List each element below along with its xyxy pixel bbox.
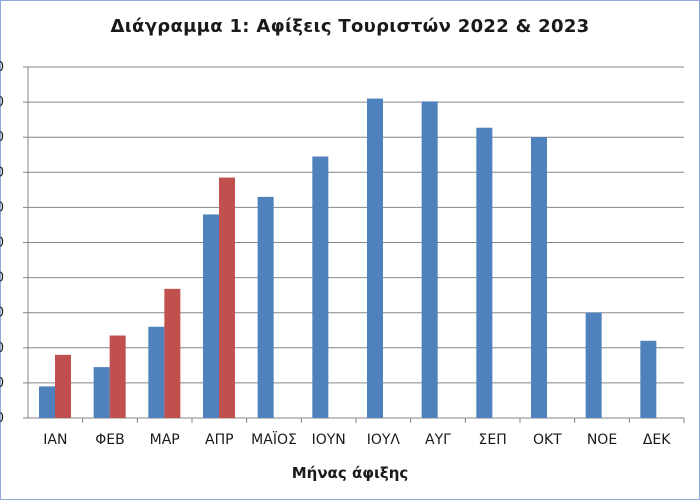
bar-series-1	[312, 156, 329, 418]
bar-series-1	[257, 196, 274, 418]
y-tick-label: 0	[0, 271, 4, 286]
x-tick-label: ΟΚΤ	[533, 432, 562, 448]
x-tick-label: ΦΕΒ	[95, 432, 124, 448]
y-tick-label: 0	[0, 165, 4, 180]
x-axis-label: Μήνας άφιξης	[291, 464, 409, 482]
x-tick-label: ΑΥΓ	[425, 432, 451, 448]
x-tick-label: ΙΟΥΛ	[367, 432, 401, 448]
x-tick-label: ΜΑΡ	[150, 432, 180, 448]
y-tick-label: 0	[0, 200, 4, 215]
y-tick-label: 0	[0, 60, 4, 75]
x-tick-label: ΝΟΕ	[587, 432, 617, 448]
bar-series-1	[367, 98, 383, 418]
bar-series-1	[203, 214, 219, 418]
x-tick-label: ΙΟΥΝ	[312, 432, 346, 448]
y-tick-label: 0	[0, 376, 4, 391]
y-tick-label: 0	[0, 306, 4, 321]
x-tick-label: ΔΕΚ	[643, 432, 671, 448]
bar-series-1	[585, 312, 602, 418]
bar-series-1	[640, 340, 657, 418]
y-tick-label: 0	[0, 130, 4, 145]
bar-series-1	[531, 137, 547, 418]
bar-series-1	[476, 127, 493, 419]
bar-series-1	[421, 101, 438, 418]
y-tick-label: 0	[0, 411, 4, 426]
x-tick-label: ΜΑΪΟΣ	[251, 430, 297, 448]
bar-series-2	[109, 335, 126, 418]
x-tick-label: ΣΕΠ	[479, 432, 507, 448]
y-tick-label: 0	[0, 95, 4, 110]
bar-series-2	[55, 354, 71, 418]
bar-series-1	[39, 386, 55, 418]
x-tick-label: ΑΠΡ	[205, 432, 234, 448]
y-tick-label: 0	[0, 236, 4, 251]
bar-series-2	[219, 177, 235, 418]
x-tick-label: ΙΑΝ	[43, 432, 67, 448]
y-tick-label: 0	[0, 341, 4, 356]
bar-series-1	[148, 326, 165, 418]
chart-title: Διάγραμμα 1: Αφίξεις Τουριστών 2022 & 20…	[110, 16, 590, 37]
bar-series-2	[164, 288, 181, 418]
bar-series-1	[93, 367, 110, 418]
